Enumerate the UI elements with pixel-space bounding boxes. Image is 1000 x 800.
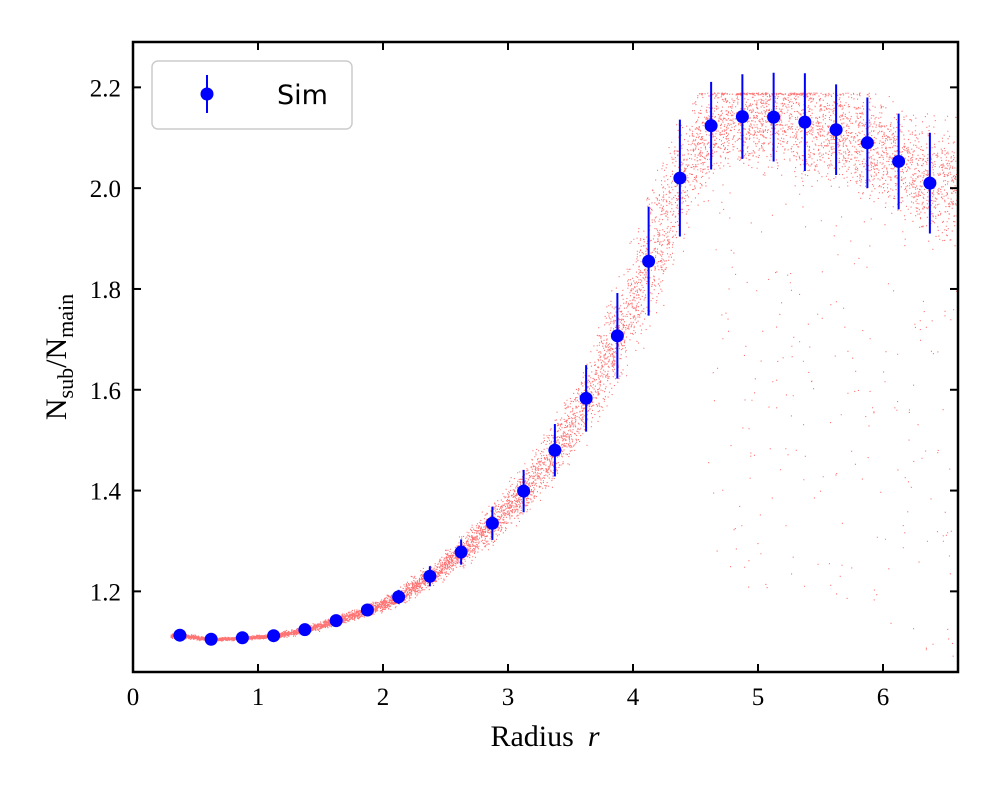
plot-frame bbox=[131, 40, 960, 674]
x-axis-label: Radius r bbox=[490, 720, 599, 753]
sim-point bbox=[173, 628, 187, 642]
x-axis-label-text: Radius bbox=[490, 720, 573, 753]
sim-point bbox=[860, 136, 874, 150]
sim-point bbox=[642, 254, 656, 268]
x-tick-label: 6 bbox=[877, 684, 890, 711]
sim-point bbox=[829, 123, 843, 137]
sim-point bbox=[673, 171, 687, 185]
sim-point bbox=[423, 569, 437, 583]
x-tick-label: 5 bbox=[752, 684, 765, 711]
y-label-base1: N bbox=[40, 398, 73, 420]
sim-point bbox=[360, 603, 374, 617]
x-tick-label: 1 bbox=[252, 684, 265, 711]
sim-point bbox=[923, 176, 937, 190]
y-label-sub1: sub bbox=[53, 368, 78, 399]
y-tick-label: 1.4 bbox=[90, 479, 122, 506]
sim-point bbox=[610, 329, 624, 343]
x-tick-label: 0 bbox=[127, 684, 140, 711]
x-axis-label-var: r bbox=[588, 720, 600, 753]
y-axis-label: Nsub/Nmain bbox=[40, 294, 78, 420]
y-label-sub2: main bbox=[53, 294, 78, 338]
sim-point bbox=[329, 614, 343, 628]
sim-point bbox=[798, 115, 812, 129]
x-tick-label: 4 bbox=[627, 684, 640, 711]
legend: Sim bbox=[151, 60, 353, 130]
sim-point bbox=[298, 623, 312, 637]
sim-point bbox=[454, 545, 468, 559]
sim-point bbox=[735, 110, 749, 124]
sim-point bbox=[204, 632, 218, 646]
sim-point bbox=[517, 484, 531, 498]
sim-point bbox=[767, 110, 781, 124]
legend-point-marker bbox=[200, 87, 214, 101]
sim-point bbox=[704, 119, 718, 133]
y-tick-label: 2.2 bbox=[90, 75, 121, 102]
y-tick-label: 1.8 bbox=[90, 277, 121, 304]
y-axis: 1.2 1.4 1.6 1.8 2.0 2.2 bbox=[90, 75, 958, 606]
sim-point bbox=[267, 629, 281, 643]
x-axis: 0 1 2 3 4 5 6 bbox=[127, 42, 890, 711]
x-tick-label: 3 bbox=[502, 684, 515, 711]
y-tick-label: 2.0 bbox=[90, 176, 121, 203]
x-tick-label: 2 bbox=[377, 684, 390, 711]
y-tick-label: 1.2 bbox=[90, 579, 121, 606]
sim-point bbox=[392, 590, 406, 604]
y-tick-label: 1.6 bbox=[90, 378, 121, 405]
legend-box bbox=[151, 60, 353, 130]
sim-point bbox=[892, 154, 906, 168]
sim-series bbox=[173, 72, 937, 646]
sim-point bbox=[579, 391, 593, 405]
y-label-sep: / bbox=[40, 359, 73, 368]
sim-point bbox=[548, 443, 562, 457]
y-label-base2: N bbox=[40, 338, 73, 360]
sim-point bbox=[485, 516, 499, 530]
sim-point bbox=[235, 631, 249, 645]
legend-label: Sim bbox=[277, 80, 328, 111]
